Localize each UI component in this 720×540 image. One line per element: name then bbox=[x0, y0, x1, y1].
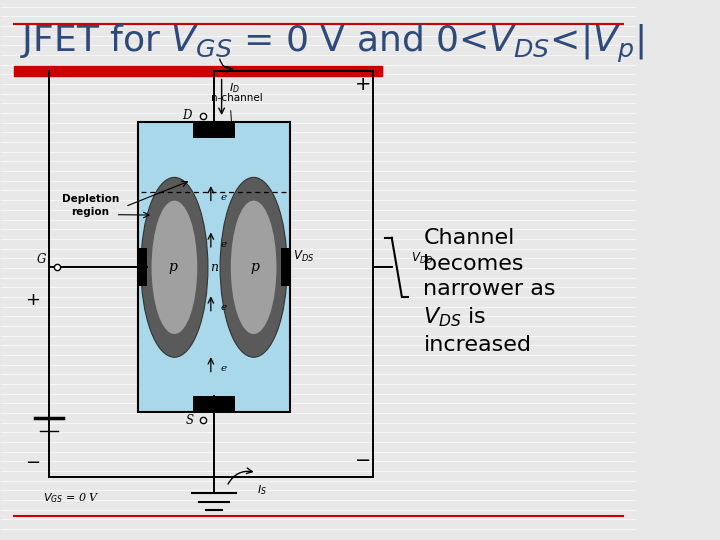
Bar bbox=[193, 396, 235, 413]
Text: D: D bbox=[182, 109, 192, 122]
Ellipse shape bbox=[151, 200, 197, 334]
Ellipse shape bbox=[220, 177, 287, 357]
Text: Depletion: Depletion bbox=[62, 194, 119, 204]
Text: Channel
becomes
narrower as
$V_{DS}$ is
increased: Channel becomes narrower as $V_{DS}$ is … bbox=[423, 228, 556, 355]
Text: $I_S$: $I_S$ bbox=[256, 483, 266, 497]
Text: $V_{DS}$: $V_{DS}$ bbox=[293, 249, 315, 264]
Text: e: e bbox=[221, 303, 227, 313]
Text: p: p bbox=[251, 260, 260, 274]
Bar bbox=[14, 66, 382, 76]
Text: S: S bbox=[186, 414, 194, 427]
Text: G: G bbox=[37, 253, 46, 266]
Text: +: + bbox=[355, 75, 372, 94]
Bar bbox=[138, 122, 290, 413]
Text: e: e bbox=[221, 240, 227, 248]
Text: n-channel: n-channel bbox=[211, 93, 263, 103]
Text: n: n bbox=[210, 261, 218, 274]
Text: +: + bbox=[26, 291, 40, 308]
Text: JFET for $V_{GS}$ = 0 V and 0<$V_{DS}$<|$V_p$|: JFET for $V_{GS}$ = 0 V and 0<$V_{DS}$<|… bbox=[20, 23, 644, 65]
Text: p: p bbox=[168, 260, 177, 274]
Bar bbox=[193, 122, 235, 138]
Text: e: e bbox=[221, 193, 227, 202]
Ellipse shape bbox=[141, 177, 208, 357]
Text: region: region bbox=[71, 207, 109, 218]
Text: $I_D$: $I_D$ bbox=[229, 82, 240, 95]
Bar bbox=[281, 248, 290, 286]
Text: $V_{GS}$ = 0 V: $V_{GS}$ = 0 V bbox=[42, 491, 99, 505]
Text: e: e bbox=[221, 364, 227, 373]
Text: $V_{DD}$: $V_{DD}$ bbox=[411, 251, 433, 266]
Text: −: − bbox=[26, 454, 41, 472]
Ellipse shape bbox=[231, 200, 276, 334]
Bar bbox=[138, 248, 147, 286]
Text: −: − bbox=[355, 451, 372, 470]
